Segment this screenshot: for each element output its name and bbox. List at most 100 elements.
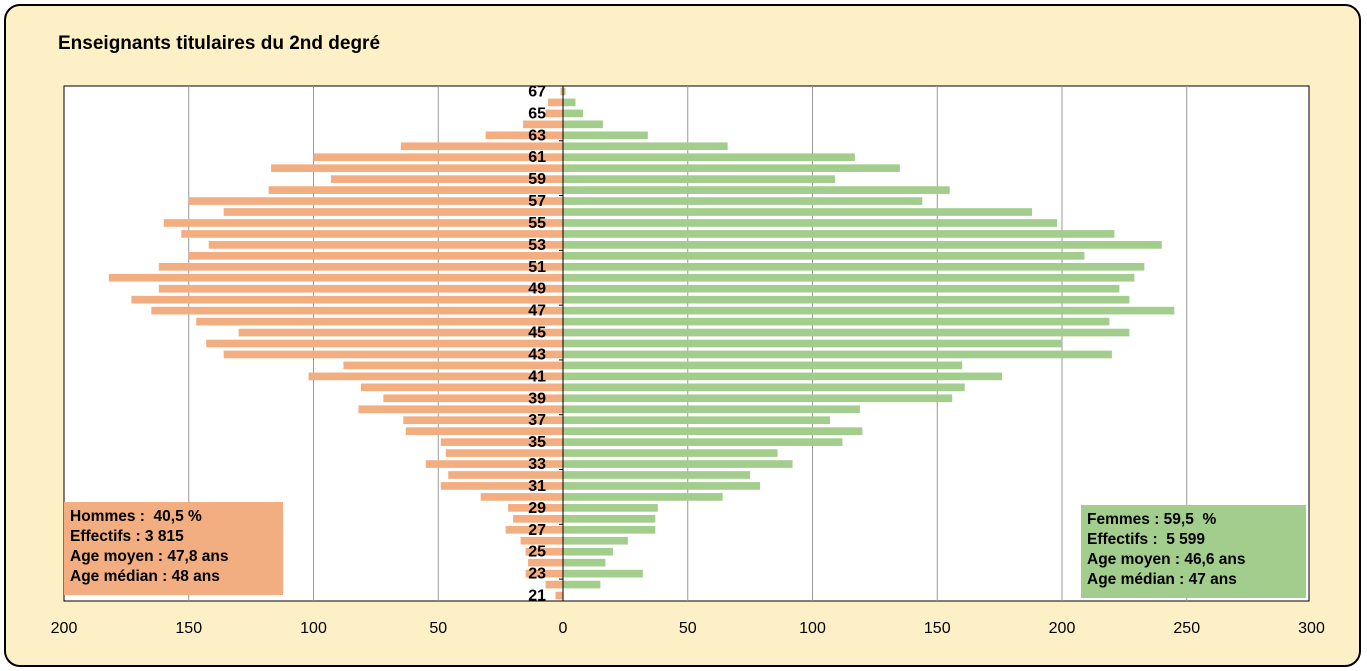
bar-hommes-27 <box>505 525 563 534</box>
bar-hommes-56 <box>223 208 563 216</box>
bar-hommes-51 <box>158 262 563 271</box>
bar-femmes-23 <box>563 569 643 578</box>
hommes-age-moyen: Age moyen : 47,8 ans <box>70 548 229 565</box>
bar-hommes-33 <box>425 460 563 468</box>
bar-femmes-28 <box>563 514 656 523</box>
bar-hommes-64 <box>523 120 563 129</box>
bar-hommes-38 <box>358 405 563 414</box>
bar-femmes-62 <box>563 142 728 151</box>
bar-femmes-54 <box>563 230 1115 238</box>
age-label-35: 35 <box>528 434 546 451</box>
age-label-23: 23 <box>528 566 546 583</box>
bar-femmes-52 <box>563 252 1085 260</box>
femmes-effectifs: Effectifs : 5 599 <box>1087 531 1206 548</box>
age-label-33: 33 <box>528 456 546 473</box>
bar-femmes-38 <box>563 405 860 414</box>
bar-femmes-61 <box>563 153 855 162</box>
bar-hommes-41 <box>308 372 563 381</box>
bar-hommes-37 <box>403 416 563 425</box>
bar-femmes-24 <box>563 558 606 567</box>
age-label-37: 37 <box>528 412 546 429</box>
bar-hommes-32 <box>448 471 563 479</box>
age-label-65: 65 <box>528 105 546 122</box>
bar-femmes-50 <box>563 273 1135 282</box>
bar-hommes-46 <box>196 317 564 326</box>
hommes-effectifs: Effectifs : 3 815 <box>70 528 184 545</box>
bar-femmes-67 <box>563 87 566 96</box>
bar-femmes-41 <box>563 372 1003 381</box>
x-tick-200-left: 200 <box>51 620 78 637</box>
x-tick-50-left: 50 <box>429 620 447 637</box>
x-tick-150-left: 150 <box>175 620 202 637</box>
age-label-41: 41 <box>528 368 546 385</box>
bar-hommes-29 <box>508 504 563 512</box>
bar-hommes-58 <box>268 186 563 194</box>
bar-femmes-37 <box>563 416 830 425</box>
bar-hommes-25 <box>525 547 563 556</box>
bar-femmes-26 <box>563 536 628 545</box>
bars <box>108 87 1175 600</box>
bar-hommes-57 <box>188 197 563 205</box>
x-tick-labels: 200 150 100 50 0 50 100 150 200 250 300 <box>51 620 1325 637</box>
bar-femmes-32 <box>563 471 751 479</box>
bar-hommes-28 <box>513 514 563 523</box>
age-label-21: 21 <box>528 588 546 605</box>
age-label-67: 67 <box>528 83 546 100</box>
x-tick-150-right: 150 <box>924 620 951 637</box>
bar-femmes-57 <box>563 197 923 205</box>
bar-hommes-34 <box>445 449 563 457</box>
hommes-stats-box: Hommes : 40,5 % Effectifs : 3 815 Age mo… <box>64 502 283 595</box>
age-labels: 67 65 63 61 59 57 55 53 51 49 47 45 43 41 39 37 35 33 31 29… <box>528 83 546 604</box>
hommes-age-median: Age médian : 48 ans <box>70 568 220 585</box>
bar-femmes-58 <box>563 186 950 194</box>
bar-hommes-39 <box>383 394 563 403</box>
bar-hommes-26 <box>520 536 563 545</box>
age-label-39: 39 <box>528 390 546 407</box>
x-tick-0: 0 <box>559 620 568 637</box>
bar-hommes-42 <box>343 361 563 370</box>
x-tick-200-right: 200 <box>1049 620 1076 637</box>
bar-hommes-44 <box>206 339 563 348</box>
age-label-49: 49 <box>528 281 546 298</box>
bar-hommes-48 <box>131 295 564 304</box>
age-label-53: 53 <box>528 237 546 254</box>
bar-hommes-21 <box>555 591 563 600</box>
bar-hommes-50 <box>108 273 563 282</box>
bar-hommes-22 <box>545 580 563 589</box>
bar-femmes-46 <box>563 317 1110 326</box>
x-tick-50-right: 50 <box>679 620 697 637</box>
bar-femmes-55 <box>563 219 1058 227</box>
age-label-47: 47 <box>528 303 546 320</box>
bar-femmes-66 <box>563 98 576 107</box>
bar-hommes-45 <box>238 328 563 337</box>
bar-femmes-59 <box>563 175 835 183</box>
bar-femmes-34 <box>563 449 778 457</box>
bar-hommes-43 <box>223 350 563 359</box>
bar-hommes-55 <box>163 219 564 227</box>
hommes-percentage: Hommes : 40,5 % <box>70 508 202 525</box>
bar-femmes-49 <box>563 284 1120 293</box>
age-label-57: 57 <box>528 193 546 210</box>
age-label-59: 59 <box>528 171 546 188</box>
bar-femmes-48 <box>563 295 1130 304</box>
bar-hommes-66 <box>548 98 563 107</box>
femmes-percentage: Femmes : 59,5 % <box>1087 511 1217 528</box>
bar-femmes-43 <box>563 350 1112 359</box>
bar-femmes-25 <box>563 547 613 556</box>
bar-hommes-67 <box>560 87 563 96</box>
age-label-63: 63 <box>528 127 546 144</box>
bar-hommes-63 <box>485 131 563 140</box>
bar-hommes-49 <box>158 284 563 293</box>
x-tick-300-right: 300 <box>1298 620 1325 637</box>
x-tick-250-right: 250 <box>1173 620 1200 637</box>
bar-femmes-33 <box>563 460 793 468</box>
bar-hommes-65 <box>545 109 563 118</box>
chart-title: Enseignants titulaires du 2nd degré <box>58 33 381 54</box>
bar-hommes-52 <box>188 252 563 260</box>
bar-femmes-31 <box>563 482 761 490</box>
bar-hommes-30 <box>480 493 563 501</box>
bar-hommes-53 <box>208 241 563 249</box>
age-label-27: 27 <box>528 522 546 539</box>
bar-hommes-24 <box>528 558 563 567</box>
axes <box>559 85 564 601</box>
